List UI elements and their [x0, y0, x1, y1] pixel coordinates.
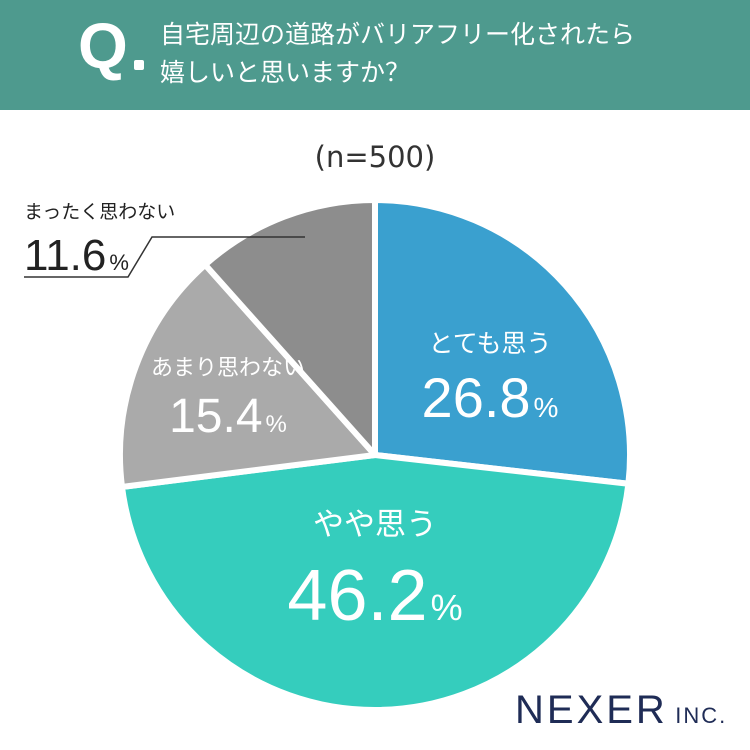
pie-slice-very-yes [372, 197, 633, 487]
brand-suffix: INC. [675, 703, 728, 728]
slice-value-not-really: 15.4% [169, 390, 287, 443]
sample-size-label: (n=500) [314, 140, 436, 174]
pie-slice-not-really [117, 261, 378, 490]
slice-label-not-at-all: まったく思わない [24, 201, 175, 223]
slice-label-very-yes: とても思う [428, 329, 551, 358]
leader-line-not-at-all [24, 236, 305, 278]
slice-value-not-at-all: 11.6% [24, 231, 129, 280]
slice-label-somewhat-yes: やや思う [313, 507, 437, 543]
question-line-1: 自宅周辺の道路がバリアフリー化されたら [160, 20, 636, 49]
slice-label-not-really: あまり思わない [151, 356, 305, 381]
question-header: Q 自宅周辺の道路がバリアフリー化されたら 嬉しいと思いますか？ [0, 0, 750, 110]
pie-slice-somewhat-yes [119, 452, 632, 713]
question-text: 自宅周辺の道路がバリアフリー化されたら 嬉しいと思いますか？ [160, 16, 720, 92]
question-mark-letter: Q [78, 10, 128, 82]
pie-slice-not-at-all [202, 197, 378, 458]
question-mark-dot [134, 60, 144, 70]
brand-logo: NEXER INC. [515, 688, 727, 733]
slice-value-somewhat-yes: 46.2% [287, 556, 462, 636]
slice-value-very-yes: 26.8% [422, 366, 559, 429]
question-line-2: 嬉しいと思いますか？ [160, 58, 411, 87]
brand-name: NEXER [515, 688, 668, 732]
